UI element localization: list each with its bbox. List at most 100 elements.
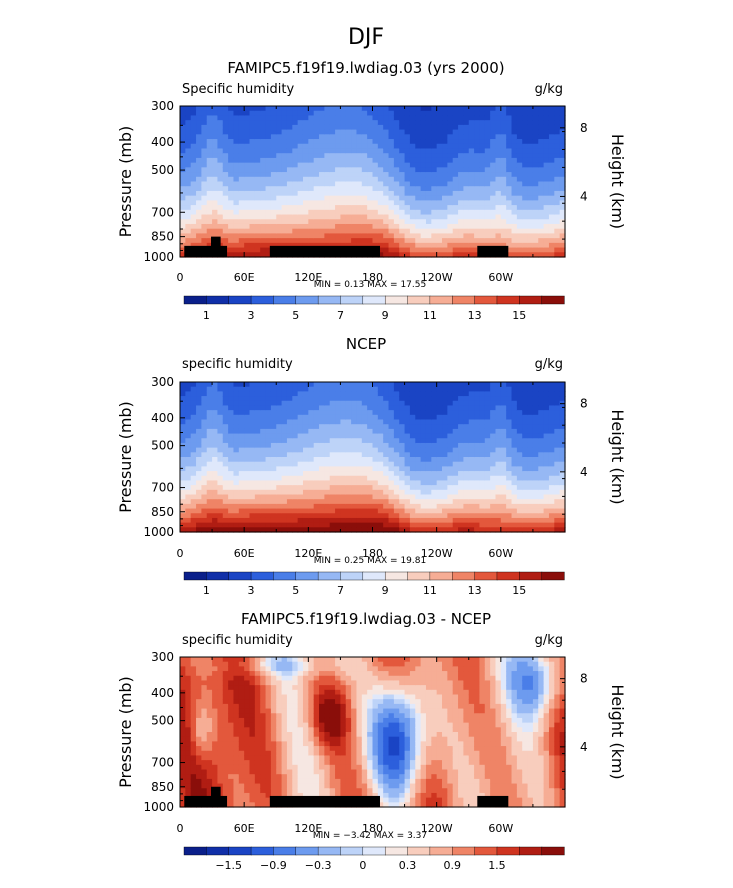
- heatmap-cell: [415, 414, 422, 421]
- heatmap-cell: [404, 167, 411, 173]
- heatmap-cell: [484, 499, 491, 505]
- heatmap-cell: [329, 471, 336, 477]
- heatmap-cell: [458, 124, 465, 131]
- heatmap-cell: [527, 396, 534, 402]
- heatmap-cell: [335, 181, 342, 187]
- heatmap-cell: [447, 508, 454, 514]
- heatmap-cell: [452, 181, 459, 187]
- heatmap-cell: [190, 414, 197, 421]
- heatmap-cell: [345, 447, 352, 453]
- heatmap-cell: [458, 466, 465, 472]
- heatmap-cell: [180, 713, 186, 719]
- heatmap-cell: [238, 480, 245, 486]
- heatmap-cell: [506, 181, 513, 187]
- heatmap-cell: [276, 466, 283, 472]
- heatmap-cell: [431, 106, 438, 112]
- heatmap-cell: [388, 115, 395, 121]
- heatmap-cell: [442, 157, 448, 164]
- heatmap-cell: [506, 242, 513, 249]
- heatmap-cell: [361, 499, 368, 505]
- heatmap-cell: [548, 134, 555, 140]
- heatmap-cell: [399, 195, 406, 201]
- heatmap-cell: [500, 508, 507, 514]
- heatmap-cell: [383, 503, 390, 510]
- heatmap-cell: [190, 433, 197, 439]
- heatmap-cell: [495, 442, 502, 449]
- heatmap-cell: [313, 508, 320, 514]
- heatmap-cell: [297, 143, 304, 150]
- heatmap-cell: [490, 115, 497, 121]
- heatmap-cell: [265, 157, 272, 164]
- heatmap-cell: [393, 494, 400, 500]
- heatmap-cell: [479, 433, 486, 439]
- heatmap-cell: [180, 722, 186, 728]
- heatmap-cell: [559, 447, 566, 453]
- heatmap-cell: [516, 424, 523, 430]
- heatmap-cell: [506, 480, 513, 486]
- heatmap-cell: [190, 162, 197, 168]
- heatmap-cell: [543, 209, 550, 216]
- heatmap-cell: [228, 242, 235, 249]
- heatmap-cell: [404, 400, 411, 407]
- heatmap-cell: [468, 186, 475, 192]
- heatmap-cell: [302, 120, 309, 126]
- heatmap-cell: [404, 475, 411, 482]
- heatmap-cell: [356, 438, 363, 444]
- heatmap-cell: [393, 139, 400, 145]
- heatmap-cell: [329, 181, 336, 187]
- panel-title: NCEP: [346, 335, 386, 353]
- heatmap-cell: [442, 461, 448, 467]
- heatmap-cell: [297, 195, 304, 201]
- heatmap-cell: [463, 424, 470, 430]
- heatmap-cell: [281, 200, 288, 206]
- heatmap-cell: [388, 494, 395, 500]
- heatmap-cell: [196, 675, 202, 682]
- colorbar-label: 7: [337, 309, 344, 322]
- heatmap-cell: [201, 219, 208, 225]
- colorbar-swatch: [206, 571, 230, 581]
- heatmap-cell: [409, 129, 416, 135]
- heatmap-cell: [185, 447, 192, 453]
- heatmap-cell: [265, 410, 272, 416]
- heatmap-cell: [351, 405, 358, 411]
- heatmap-cell: [185, 774, 192, 780]
- heatmap-cell: [292, 228, 299, 235]
- heatmap-cell: [500, 442, 507, 449]
- heatmap-cell: [340, 499, 347, 505]
- heatmap-cell: [452, 143, 459, 150]
- heatmap-cell: [180, 410, 186, 416]
- heatmap-cell: [233, 522, 240, 528]
- heatmap-cell: [206, 157, 213, 164]
- heatmap-cell: [180, 120, 186, 126]
- heatmap-cell: [415, 209, 422, 216]
- heatmap-cell: [527, 242, 534, 249]
- heatmap-cell: [222, 181, 229, 187]
- heatmap-cell: [554, 115, 561, 121]
- heatmap-cell: [319, 494, 325, 500]
- heatmap-cell: [260, 396, 267, 402]
- heatmap-cell: [233, 205, 240, 211]
- heatmap-cell: [254, 134, 261, 140]
- heatmap-cell: [388, 503, 395, 510]
- heatmap-cell: [420, 200, 427, 206]
- heatmap-cell: [329, 391, 336, 397]
- heatmap-cell: [340, 485, 347, 491]
- heatmap-cell: [543, 247, 550, 253]
- heatmap-cell: [233, 120, 240, 126]
- heatmap-cell: [324, 513, 331, 519]
- heatmap-cell: [458, 396, 465, 402]
- heatmap-cell: [447, 489, 454, 496]
- heatmap-cell: [559, 452, 566, 458]
- heatmap-cell: [447, 139, 454, 145]
- heatmap-cell: [270, 195, 277, 201]
- heatmap-cell: [222, 503, 229, 510]
- heatmap-cell: [527, 461, 534, 467]
- heatmap-cell: [260, 419, 267, 425]
- heatmap-cell: [281, 242, 288, 249]
- heatmap-cell: [270, 485, 277, 491]
- heatmap-cell: [356, 143, 363, 150]
- heatmap-cell: [180, 494, 186, 500]
- heatmap-cell: [270, 233, 277, 239]
- heatmap-cell: [543, 480, 550, 486]
- heatmap-cell: [404, 414, 411, 421]
